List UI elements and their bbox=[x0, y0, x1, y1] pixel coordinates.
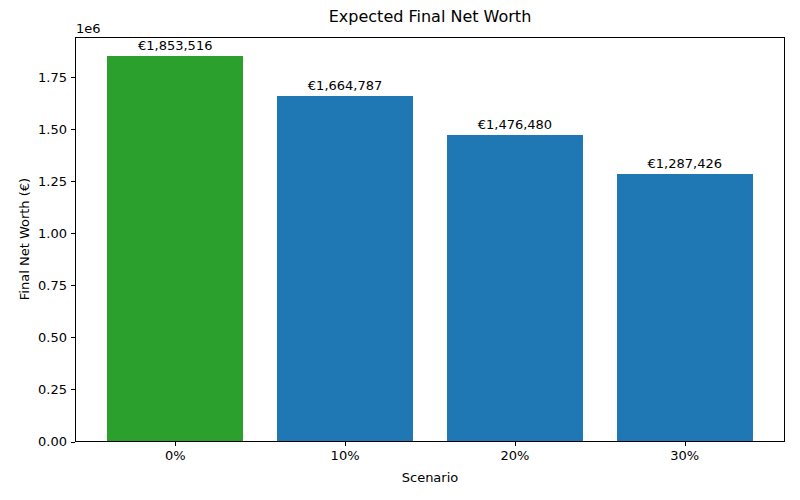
bar-value-label: €1,664,787 bbox=[308, 78, 382, 93]
y-axis-tick bbox=[71, 129, 75, 130]
bar-value-label: €1,853,516 bbox=[138, 38, 212, 53]
bar-10% bbox=[277, 96, 413, 442]
y-axis-offset-text: 1e6 bbox=[76, 21, 101, 36]
x-axis-tick bbox=[345, 442, 346, 446]
x-axis-tick bbox=[685, 442, 686, 446]
bar-20% bbox=[447, 135, 583, 442]
bar-value-label: €1,287,426 bbox=[648, 156, 722, 171]
y-axis-tick bbox=[71, 233, 75, 234]
y-axis-tick bbox=[71, 389, 75, 390]
y-axis-tick-label: 0.50 bbox=[7, 330, 67, 345]
x-axis-tick-label: 20% bbox=[500, 448, 529, 463]
bar-30% bbox=[617, 174, 753, 442]
chart-title: Expected Final Net Worth bbox=[75, 7, 785, 26]
y-axis-tick-label: 0.75 bbox=[7, 278, 67, 293]
y-axis-tick-label: 0.25 bbox=[7, 382, 67, 397]
y-axis-tick-label: 0.00 bbox=[7, 434, 67, 449]
bar-chart-figure: Expected Final Net Worth 1e6 Final Net W… bbox=[0, 0, 800, 500]
y-axis-tick bbox=[71, 181, 75, 182]
y-axis-tick-label: 1.75 bbox=[7, 70, 67, 85]
y-axis-tick-label: 1.00 bbox=[7, 226, 67, 241]
y-axis-tick-label: 1.50 bbox=[7, 122, 67, 137]
y-axis-tick bbox=[71, 337, 75, 338]
x-axis-tick-label: 30% bbox=[670, 448, 699, 463]
x-axis-tick bbox=[515, 442, 516, 446]
y-axis-tick bbox=[71, 285, 75, 286]
bar-value-label: €1,476,480 bbox=[478, 117, 552, 132]
y-axis-tick bbox=[71, 77, 75, 78]
x-axis-label: Scenario bbox=[75, 470, 785, 485]
x-axis-tick-label: 10% bbox=[331, 448, 360, 463]
x-axis-tick-label: 0% bbox=[165, 448, 186, 463]
y-axis-tick bbox=[71, 442, 75, 443]
bar-0% bbox=[107, 56, 243, 442]
x-axis-tick bbox=[175, 442, 176, 446]
y-axis-tick-label: 1.25 bbox=[7, 174, 67, 189]
